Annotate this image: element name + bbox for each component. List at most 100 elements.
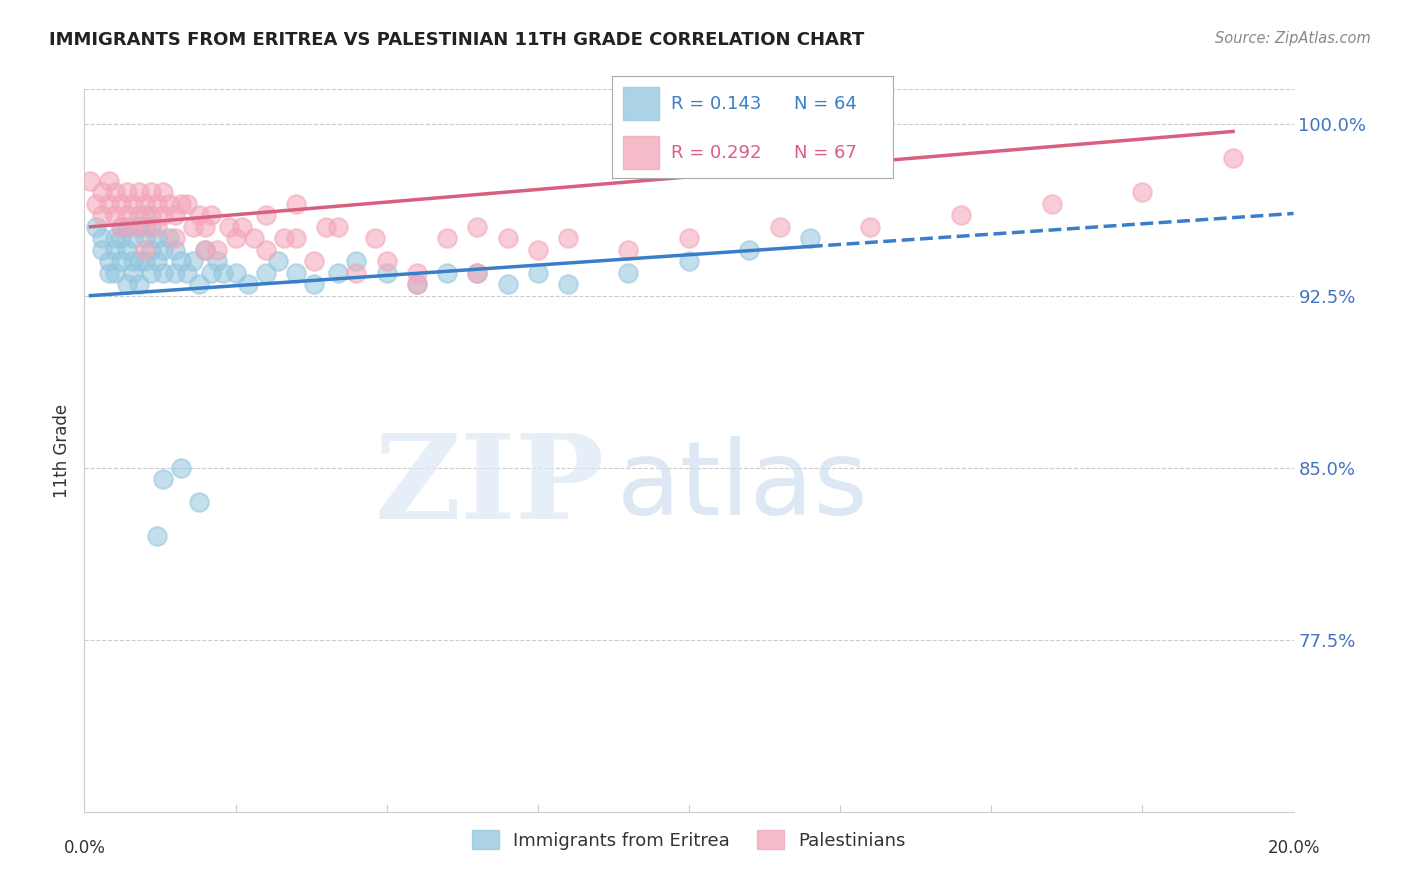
Point — [152, 208, 174, 222]
Point — [134, 231, 156, 245]
Point — [273, 231, 295, 245]
Point — [188, 495, 211, 509]
Point — [254, 266, 277, 280]
Point — [181, 219, 204, 234]
Text: N = 64: N = 64 — [794, 95, 858, 112]
Point — [91, 243, 114, 257]
Point — [218, 219, 240, 234]
Point — [134, 254, 156, 268]
Point — [375, 254, 398, 268]
Point — [104, 208, 127, 222]
Point — [242, 231, 264, 245]
Point — [467, 266, 489, 280]
Point — [121, 197, 143, 211]
Point — [527, 243, 550, 257]
Point — [254, 208, 277, 222]
Point — [110, 254, 132, 268]
Point — [194, 243, 217, 257]
Point — [254, 243, 277, 257]
Point — [302, 254, 325, 268]
Point — [139, 208, 162, 222]
Point — [176, 266, 198, 280]
Point — [194, 219, 217, 234]
Point — [139, 186, 162, 200]
Point — [121, 219, 143, 234]
Point — [950, 208, 973, 222]
Point — [194, 243, 217, 257]
Point — [157, 197, 180, 211]
Point — [406, 266, 429, 280]
Point — [91, 231, 114, 245]
Point — [146, 254, 169, 268]
Point — [436, 231, 458, 245]
Point — [152, 186, 174, 200]
Point — [128, 277, 150, 292]
Point — [115, 219, 138, 234]
Point — [557, 231, 579, 245]
Point — [134, 197, 156, 211]
Point — [496, 231, 519, 245]
Y-axis label: 11th Grade: 11th Grade — [53, 403, 72, 498]
Point — [1040, 197, 1063, 211]
Point — [406, 277, 429, 292]
Point — [128, 219, 150, 234]
Point — [363, 231, 385, 245]
Point — [115, 243, 138, 257]
Point — [285, 231, 308, 245]
Text: R = 0.143: R = 0.143 — [671, 95, 761, 112]
Point — [128, 186, 150, 200]
Point — [86, 219, 108, 234]
Point — [496, 277, 519, 292]
Point — [134, 219, 156, 234]
Point — [527, 266, 550, 280]
Point — [97, 197, 120, 211]
Point — [110, 219, 132, 234]
Point — [134, 208, 156, 222]
Point — [165, 231, 187, 245]
Point — [104, 231, 127, 245]
Point — [315, 219, 337, 234]
Point — [121, 266, 143, 280]
Point — [121, 254, 143, 268]
Text: N = 67: N = 67 — [794, 144, 858, 161]
Point — [165, 243, 187, 257]
Point — [79, 174, 101, 188]
Point — [139, 219, 162, 234]
Text: R = 0.292: R = 0.292 — [671, 144, 761, 161]
Point — [200, 208, 222, 222]
Point — [799, 231, 821, 245]
Point — [769, 219, 792, 234]
Point — [139, 266, 162, 280]
Point — [170, 460, 193, 475]
Point — [738, 243, 761, 257]
Point — [170, 254, 193, 268]
Point — [617, 266, 640, 280]
Text: Source: ZipAtlas.com: Source: ZipAtlas.com — [1215, 31, 1371, 46]
Point — [406, 277, 429, 292]
Point — [115, 208, 138, 222]
Point — [91, 208, 114, 222]
Point — [97, 174, 120, 188]
Point — [115, 186, 138, 200]
Point — [115, 277, 138, 292]
Point — [97, 266, 120, 280]
Point — [467, 266, 489, 280]
Text: ZIP: ZIP — [374, 429, 605, 544]
Point — [678, 254, 700, 268]
Point — [200, 266, 222, 280]
Point — [1222, 151, 1244, 165]
Point — [181, 254, 204, 268]
Point — [176, 197, 198, 211]
Point — [207, 243, 229, 257]
Point — [302, 277, 325, 292]
Point — [165, 266, 187, 280]
Point — [110, 197, 132, 211]
Point — [170, 197, 193, 211]
Point — [97, 254, 120, 268]
Point — [146, 529, 169, 543]
Point — [104, 243, 127, 257]
Point — [225, 231, 247, 245]
Point — [328, 266, 350, 280]
Point — [165, 208, 187, 222]
Point — [146, 231, 169, 245]
